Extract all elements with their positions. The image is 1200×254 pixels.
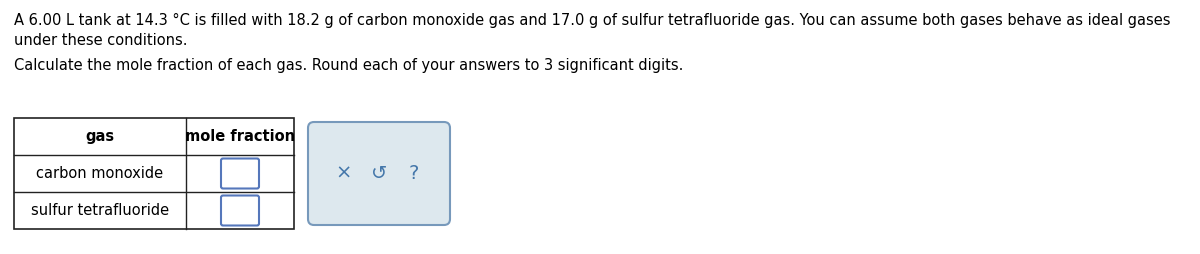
Text: ×: × <box>336 164 352 183</box>
Text: ↺: ↺ <box>371 164 388 183</box>
FancyBboxPatch shape <box>221 158 259 188</box>
FancyBboxPatch shape <box>221 196 259 226</box>
Text: A 6.00 L tank at 14.3 °C is filled with 18.2 g of carbon monoxide gas and 17.0 g: A 6.00 L tank at 14.3 °C is filled with … <box>14 13 1170 28</box>
FancyBboxPatch shape <box>308 122 450 225</box>
Bar <box>14 118 294 229</box>
Text: carbon monoxide: carbon monoxide <box>36 166 163 181</box>
Text: Calculate the mole fraction of each gas. Round each of your answers to 3 signifi: Calculate the mole fraction of each gas.… <box>14 58 683 73</box>
Text: under these conditions.: under these conditions. <box>14 33 187 48</box>
Text: sulfur tetrafluoride: sulfur tetrafluoride <box>31 203 169 218</box>
Text: mole fraction: mole fraction <box>185 129 295 144</box>
Text: ?: ? <box>409 164 419 183</box>
Text: gas: gas <box>85 129 114 144</box>
